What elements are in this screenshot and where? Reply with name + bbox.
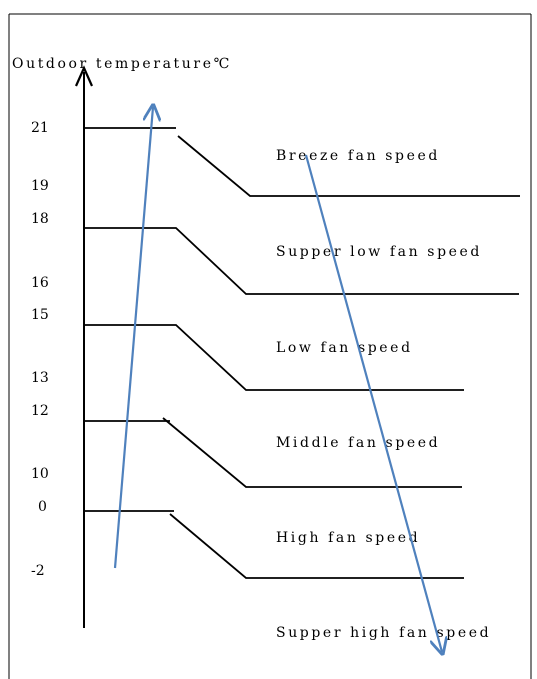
tick-label-19: 19 (31, 178, 49, 194)
tick-label-15: 15 (31, 307, 49, 323)
threshold-line-18-16 (84, 227, 519, 295)
tick-label-13: 13 (31, 370, 49, 386)
band-label-supper-low: Supper low fan speed (276, 244, 482, 260)
tick-label-0: 0 (38, 499, 47, 515)
axis-title: Outdoor temperature℃ (12, 56, 232, 72)
tick-label-12: 12 (31, 403, 49, 419)
axis-arrowhead-icon (74, 65, 94, 87)
tick-label-21: 21 (31, 120, 49, 136)
band-label-low: Low fan speed (276, 340, 413, 356)
band-label-breeze: Breeze fan speed (276, 148, 440, 164)
band-label-middle: Middle fan speed (276, 435, 440, 451)
threshold-line-12-10-slope (162, 417, 462, 488)
threshold-line-0-minus-2-slope (169, 513, 464, 579)
threshold-line-15-13 (84, 324, 464, 391)
band-label-high: High fan speed (276, 530, 420, 546)
tick-label-10: 10 (31, 466, 49, 482)
tick-label-16: 16 (31, 275, 49, 291)
band-label-supper-high: Supper high fan speed (276, 625, 491, 641)
tick-label-minus-2: -2 (31, 563, 45, 579)
rising-temperature-arrow (113, 107, 153, 569)
threshold-line-21-19-slope (177, 135, 520, 197)
tick-label-18: 18 (31, 211, 49, 227)
falling-temperature-arrow (304, 154, 442, 652)
